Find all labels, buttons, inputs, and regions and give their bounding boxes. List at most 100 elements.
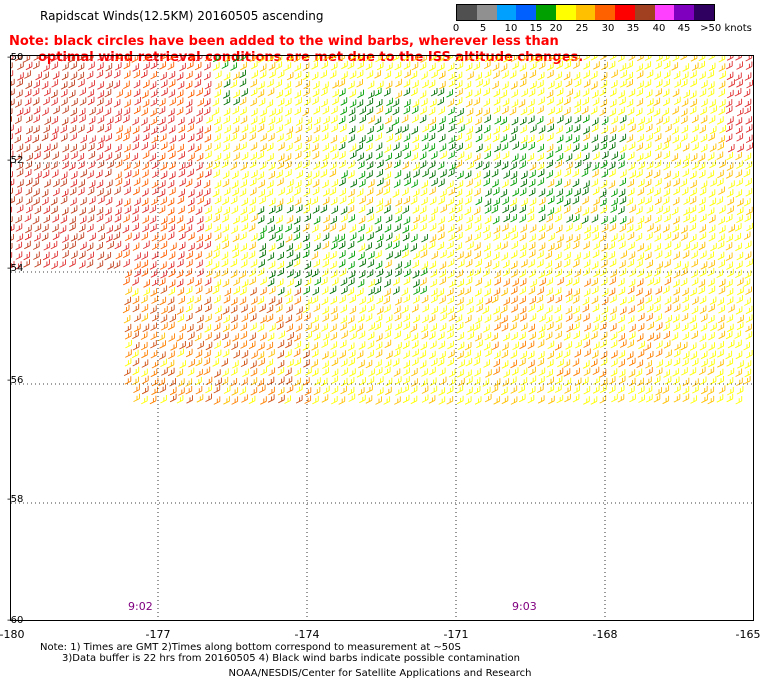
wind-barb (564, 385, 571, 394)
wind-barb (375, 142, 383, 151)
wind-barb (735, 72, 742, 81)
wind-barb (365, 395, 373, 404)
wind-barb (394, 396, 401, 405)
wind-barb (547, 350, 554, 360)
wind-barb (572, 358, 580, 367)
wind-barb (402, 394, 410, 404)
wind-barb (448, 71, 456, 81)
wind-barb (340, 358, 348, 367)
wind-barb (608, 180, 616, 189)
wind-barb (250, 108, 258, 117)
wind-barb (556, 394, 564, 404)
wind-barb (474, 232, 481, 241)
wind-barb (159, 124, 167, 133)
wind-barb (356, 323, 364, 332)
wind-barb (699, 333, 707, 342)
wind-barb (132, 295, 140, 305)
wind-barb (87, 89, 95, 98)
wind-barb (439, 143, 447, 152)
wind-barb (430, 385, 438, 395)
wind-barb (239, 106, 247, 116)
wind-barb (446, 385, 454, 395)
wind-barb (52, 151, 59, 160)
wind-barb (646, 304, 654, 313)
wind-barb (501, 252, 508, 261)
wind-barb (503, 278, 510, 287)
wind-barb (673, 394, 681, 403)
wind-barb (384, 224, 392, 233)
wind-barb (158, 152, 166, 162)
wind-barb (600, 259, 608, 268)
wind-barb (692, 142, 699, 151)
wind-barb (25, 114, 33, 124)
wind-barb (601, 243, 608, 252)
wind-barb (510, 396, 518, 405)
wind-barb (465, 276, 473, 286)
wind-barb (582, 313, 590, 322)
wind-barb (412, 56, 420, 62)
wind-barb (132, 232, 140, 241)
wind-barb (422, 304, 429, 313)
wind-barb (383, 56, 391, 60)
wind-barb (70, 250, 78, 260)
wind-barb (284, 288, 292, 297)
wind-barb (268, 162, 276, 171)
wind-barb (294, 377, 301, 387)
wind-barb (268, 197, 276, 207)
legend-label: 40 (652, 23, 666, 34)
wind-barb (15, 215, 22, 224)
wind-barb (77, 232, 85, 241)
wind-barb (646, 69, 654, 79)
wind-barb (710, 178, 717, 187)
wind-barb (230, 269, 238, 279)
wind-barb (159, 261, 167, 270)
wind-barb (25, 126, 33, 135)
wind-barb (24, 97, 32, 107)
legend-label: 0 (452, 23, 460, 34)
wind-barb (214, 224, 221, 233)
wind-barb (141, 90, 149, 99)
wind-barb (221, 251, 229, 261)
wind-barb (113, 260, 121, 269)
wind-barb (465, 222, 472, 232)
wind-barb (599, 384, 607, 394)
wind-barb (222, 170, 230, 180)
wind-barb (375, 396, 382, 405)
wind-barb (456, 142, 463, 152)
wind-barb (223, 56, 231, 63)
wind-barb (690, 322, 698, 332)
wind-barb (564, 143, 571, 153)
wind-barb (718, 259, 725, 269)
wind-barb (736, 79, 743, 88)
wind-barb (637, 215, 645, 225)
wind-barb (646, 106, 654, 116)
wind-barb (662, 56, 670, 62)
wind-barb (564, 393, 571, 403)
wind-barb (699, 187, 707, 196)
wind-barb (403, 294, 410, 303)
wind-barb (23, 106, 31, 116)
wind-barb (16, 161, 23, 171)
wind-barb (322, 116, 330, 125)
wind-barb (203, 88, 211, 97)
wind-barb (483, 243, 491, 252)
wind-barb (223, 152, 231, 161)
wind-barb (214, 153, 222, 162)
wind-barb (583, 339, 591, 348)
wind-barb (700, 106, 707, 116)
wind-barb (745, 314, 753, 323)
wind-barb (113, 186, 121, 195)
wind-barb (618, 240, 626, 250)
wind-barb (537, 339, 545, 348)
wind-barb (718, 205, 726, 214)
wind-barb (185, 313, 193, 322)
wind-barb (727, 197, 734, 206)
wind-barb (266, 358, 274, 368)
wind-barb (259, 287, 267, 296)
wind-barb (196, 241, 203, 250)
wind-barb (410, 323, 418, 333)
wind-barb (465, 89, 473, 99)
wind-barb (259, 332, 267, 341)
wind-barb (358, 359, 365, 369)
wind-barb (340, 385, 347, 395)
